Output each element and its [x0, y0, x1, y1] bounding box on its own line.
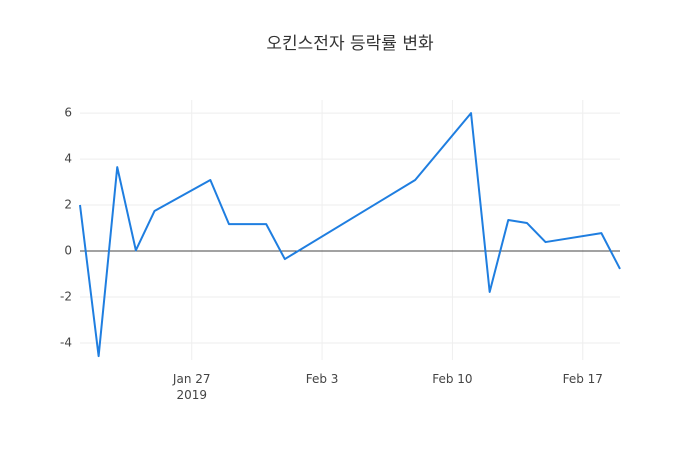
line-series: [79, 112, 621, 358]
chart-title: 오킨스전자 등락률 변화: [266, 34, 434, 54]
y-tick-label: 4: [64, 152, 72, 166]
y-tick-label: -4: [60, 335, 72, 349]
x-tick-label: Feb 10: [432, 372, 472, 386]
x-tick-label: Jan 27 2019: [172, 372, 211, 402]
x-tick-label: Feb 3: [306, 372, 339, 386]
y-tick-label: 0: [64, 244, 72, 258]
y-tick-label: 2: [64, 198, 72, 212]
x-tick-label: Feb 17: [563, 372, 603, 386]
y-tick-label: 6: [64, 106, 72, 120]
y-tick-label: -2: [60, 290, 72, 304]
